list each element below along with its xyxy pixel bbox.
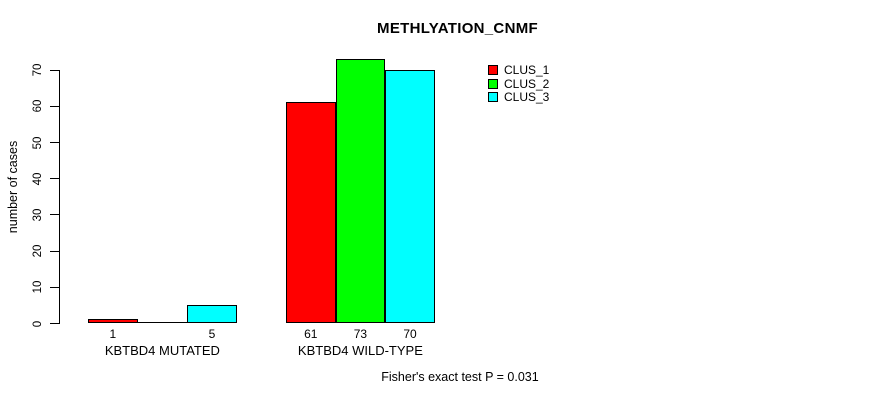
y-tick-label: 30 [32, 208, 44, 222]
chart-title: METHLYATION_CNMF [377, 20, 538, 37]
bar-value-label: 61 [304, 327, 318, 341]
bar-clus_2-group2 [335, 58, 386, 323]
y-tick [50, 250, 59, 252]
bar-value-label: 5 [208, 327, 216, 341]
y-tick [50, 323, 59, 324]
bar-zero-clus_2-group1 [137, 322, 188, 323]
y-tick-label: 10 [32, 280, 44, 294]
y-tick [50, 286, 59, 288]
legend-label: CLUS_1 [504, 63, 550, 77]
y-tick-label: 60 [32, 100, 44, 113]
y-tick-label: 40 [32, 172, 44, 186]
y-tick [50, 178, 59, 180]
bar-clus_1-group1 [88, 319, 138, 323]
legend-swatch-clus_3 [488, 92, 498, 102]
legend-label: CLUS_3 [504, 90, 550, 104]
legend-swatch-clus_2 [488, 78, 498, 89]
y-axis-line [59, 69, 60, 324]
bar-value-label: 73 [353, 327, 368, 341]
fishers-test-annotation: Fisher's exact test P = 0.031 [381, 370, 539, 384]
legend-label: CLUS_2 [504, 76, 550, 91]
bar-value-label: 70 [403, 327, 417, 341]
legend-item-clus_1: CLUS_1 [488, 63, 550, 77]
y-tick-label: 20 [32, 244, 44, 258]
y-axis-title: number of cases [6, 140, 20, 234]
y-tick-label: 0 [32, 320, 44, 327]
y-tick [50, 142, 59, 144]
bar-clus_3-group2 [385, 69, 435, 323]
y-tick [50, 214, 59, 216]
category-label-group2: KBTBD4 WILD-TYPE [297, 343, 423, 358]
legend-item-clus_3: CLUS_3 [488, 90, 550, 104]
legend-swatch-clus_1 [488, 65, 498, 75]
y-tick-label: 70 [32, 63, 44, 77]
bar-value-label: 1 [109, 327, 117, 341]
legend: CLUS_1 CLUS_2 CLUS_3 [488, 63, 550, 106]
bar-clus_3-group1 [187, 304, 237, 323]
bar-clus_1-group2 [286, 102, 336, 323]
y-tick-label: 50 [32, 136, 44, 150]
y-tick [50, 105, 59, 107]
legend-item-clus_2: CLUS_2 [488, 76, 550, 91]
category-label-group1: KBTBD4 MUTATED [104, 343, 220, 358]
y-tick [50, 69, 59, 71]
